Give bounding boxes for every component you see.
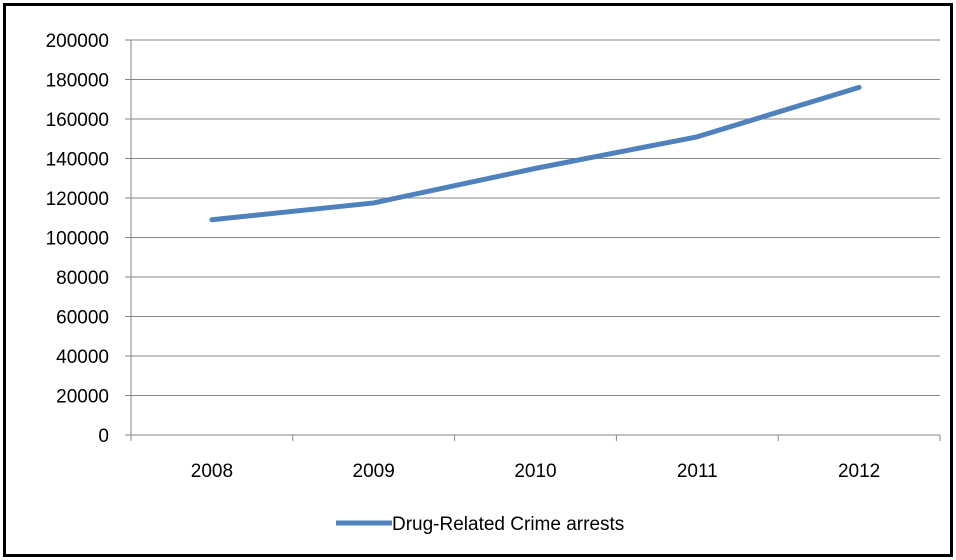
legend: Drug-Related Crime arrests [336, 514, 624, 535]
chart-frame [3, 3, 953, 557]
y-tick-label: 140000 [46, 150, 109, 171]
axes [125, 39, 941, 441]
gridlines [131, 39, 940, 396]
y-tick-label: 180000 [46, 71, 109, 92]
y-tick-label: 80000 [56, 268, 109, 289]
series-group [209, 84, 862, 223]
x-tick-label: 2008 [191, 461, 233, 482]
y-axis-tick-labels: 0 20000 40000 60000 80000 100000 120000 140000 1… [46, 31, 109, 447]
y-tick-label: 100000 [46, 229, 109, 250]
y-tick-label: 60000 [56, 308, 109, 329]
y-tick-label: 160000 [46, 110, 109, 131]
y-tick-label: 20000 [56, 387, 109, 408]
x-tick-label: 2012 [838, 461, 880, 482]
series-line [209, 84, 862, 223]
x-axis-tick-labels: 2008 2009 2010 2011 2012 [191, 461, 880, 482]
x-tick-label: 2009 [353, 461, 395, 482]
x-tick-label: 2010 [514, 461, 556, 482]
x-tick-label: 2011 [677, 461, 718, 482]
y-tick-label: 40000 [56, 347, 109, 368]
y-tick-label: 120000 [46, 189, 109, 210]
y-tick-label: 0 [98, 426, 109, 447]
y-tick-label: 200000 [46, 31, 109, 52]
legend-label: Drug-Related Crime arrests [392, 514, 624, 535]
